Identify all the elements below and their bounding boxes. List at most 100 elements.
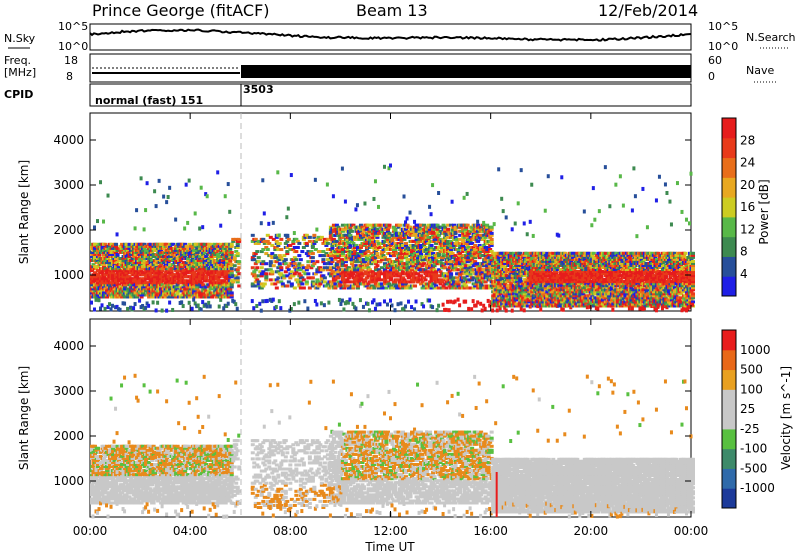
power-echo-cell — [260, 309, 263, 313]
power-echo-cell — [90, 301, 93, 305]
power-echo-cell — [180, 300, 183, 304]
power-echo-cell — [523, 308, 526, 312]
power-echo-cell — [123, 302, 126, 306]
power-echo-cell — [278, 242, 282, 245]
power-echo-cell — [266, 248, 270, 251]
power-echo-cell — [194, 211, 197, 215]
power-echo-cell — [272, 298, 275, 302]
power-echo-cell — [299, 258, 303, 261]
power-echo-cell — [368, 308, 371, 312]
power-echo-cell — [93, 225, 96, 229]
power-echo-cell — [446, 228, 450, 231]
power-echo-cell — [302, 286, 306, 289]
power-echo-cell — [422, 304, 425, 308]
power-echo-cell — [279, 248, 283, 251]
power-echo-cell — [230, 243, 234, 246]
power-echo-cell — [308, 236, 312, 239]
power-echo-cell — [278, 299, 281, 303]
power-echo-cell — [144, 208, 147, 212]
power-echo-cell — [272, 264, 276, 267]
power-echo-cell — [144, 306, 147, 310]
power-echo-cell — [314, 299, 317, 303]
power-echo-cell — [431, 183, 434, 187]
power-echo-cell — [326, 183, 329, 187]
power-echo-cell — [197, 303, 200, 307]
power-echo-cell — [200, 308, 203, 312]
power-echo-cell — [354, 207, 357, 211]
power-echo-cell — [285, 234, 289, 237]
power-echo-cell — [407, 300, 410, 304]
power-echo-cell — [448, 308, 451, 312]
power-echo-cell — [466, 192, 469, 196]
power-echo-cell — [374, 307, 377, 311]
power-echo-cell — [143, 227, 146, 231]
power-echo-cell — [207, 301, 210, 305]
power-echo-cell — [312, 234, 316, 237]
power-echo-cell — [174, 218, 177, 222]
power-echo-cell — [387, 224, 391, 227]
nave-tick-high: 60 — [708, 54, 722, 67]
power-echo-cell — [236, 276, 240, 279]
power-echo-cell — [287, 238, 291, 241]
power-echo-cell — [108, 302, 111, 306]
freq-tick-low: 8 — [66, 70, 73, 83]
power-echo-cell — [101, 303, 104, 307]
power-echo-cell — [354, 306, 357, 310]
power-echo-cell — [260, 266, 264, 269]
power-echo-cell — [297, 242, 301, 245]
freq-panel: Freq. [MHz] 18 8 60 0 Nave — [4, 54, 776, 83]
power-echo-cell — [261, 178, 264, 182]
noise-sky-trace — [90, 30, 691, 41]
power-echo-cell — [526, 232, 529, 236]
power-echo-cell — [520, 307, 523, 311]
power-echo-cell — [258, 302, 261, 306]
power-echo-cell — [306, 272, 310, 275]
power-echo-cell — [278, 262, 282, 265]
power-echo-cell — [449, 300, 452, 304]
power-echo-cell — [529, 220, 532, 224]
power-echo-cell — [300, 250, 304, 253]
power-echo-cell — [104, 307, 107, 311]
cpid-segment-2: 3503 — [243, 83, 274, 96]
power-echo-cell — [290, 282, 294, 285]
power-echo-cell — [138, 299, 141, 303]
power-echo-cell — [366, 302, 369, 306]
power-echo-cell — [442, 303, 445, 307]
power-echo-cell — [315, 260, 319, 263]
power-echo-cell — [102, 220, 105, 224]
power-echo-cell — [255, 266, 259, 269]
power-echo-cell — [209, 304, 212, 308]
beam-label: Beam 13 — [356, 1, 428, 20]
power-echo-cell — [285, 284, 289, 287]
power-echo-cell — [428, 299, 431, 303]
power-echo-cell — [230, 291, 234, 294]
power-echo-cell — [327, 301, 330, 305]
power-echo-cell — [403, 194, 406, 198]
power-echo-cell — [155, 308, 158, 312]
power-echo-cell — [156, 301, 159, 305]
power-echo-cell — [372, 197, 375, 201]
power-echo-cell — [394, 308, 397, 312]
power-echo-cell — [342, 307, 345, 311]
power-echo-cell — [315, 303, 318, 307]
power-echo-cell — [464, 300, 467, 304]
power-echo-cell — [323, 303, 326, 307]
power-echo-cell — [278, 234, 281, 238]
power-echo-cell — [206, 304, 209, 308]
power-echo-cell — [356, 203, 359, 207]
power-echo-cell — [251, 299, 254, 303]
power-echo-cell — [389, 163, 392, 167]
power-echo-cell — [285, 215, 288, 219]
power-echo-cell — [437, 191, 440, 195]
power-echo-cell — [454, 231, 457, 235]
power-echo-cell — [406, 216, 409, 220]
power-echo-cell — [505, 215, 508, 219]
power-echo-cell — [218, 305, 221, 309]
power-echo-cell — [339, 302, 342, 306]
power-echo-cell — [267, 222, 270, 226]
power-echo-cell — [119, 308, 122, 312]
power-echo-cell — [201, 300, 204, 304]
power-echo-cell — [186, 221, 189, 225]
power-echo-cell — [263, 282, 267, 285]
